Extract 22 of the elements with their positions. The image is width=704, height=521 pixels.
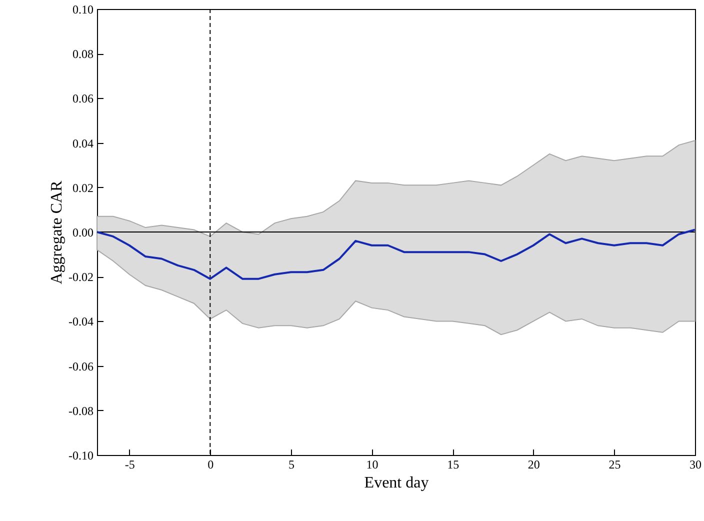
y-tick-label: -0.04: [68, 314, 94, 329]
x-tick-label: 15: [447, 458, 460, 472]
y-tick-label: -0.10: [68, 448, 94, 462]
x-tick-label: 0: [208, 458, 214, 472]
x-tick-label: 25: [608, 458, 621, 472]
y-tick-label: -0.06: [68, 359, 94, 374]
x-tick-label: 5: [288, 458, 294, 472]
y-tick-label: -0.02: [68, 270, 94, 284]
x-axis-title: Event day: [364, 474, 429, 492]
line-series: [96, 228, 696, 280]
y-tick-label: 0.04: [72, 136, 94, 150]
y-tick-label: -0.08: [68, 404, 94, 418]
y-tick-label: 0.08: [72, 47, 94, 62]
x-tick-label: 30: [690, 458, 702, 472]
x-tick-label: -5: [124, 458, 135, 472]
y-tick-label: 0.00: [72, 226, 94, 240]
x-tick-label: 10: [366, 458, 378, 472]
y-axis-title: Aggregate CAR: [48, 180, 66, 284]
x-tick-label: 20: [528, 458, 540, 472]
y-tick-label: 0.10: [72, 2, 94, 16]
y-tick-label: 0.02: [72, 180, 94, 195]
y-tick-label: 0.06: [72, 92, 94, 106]
